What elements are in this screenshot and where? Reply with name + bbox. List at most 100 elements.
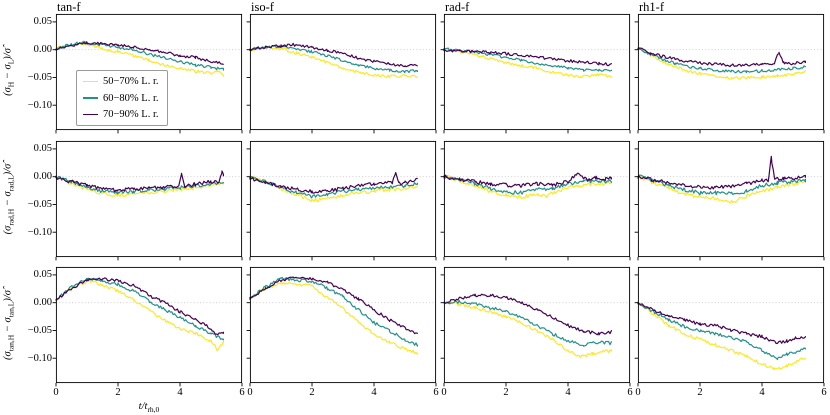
- x-tick-label: 0: [53, 387, 59, 398]
- series-line-70−90% L. r.: [443, 49, 612, 67]
- panel-r1c1: [246, 140, 437, 261]
- series-line-70−90% L. r.: [249, 172, 418, 194]
- panel-r2c2: [440, 266, 631, 387]
- series-line-50−70% L. r.: [55, 175, 224, 197]
- series-line-50−70% L. r.: [443, 174, 612, 200]
- y-tick-label: −0.05: [27, 324, 52, 336]
- legend-line-swatch: [83, 113, 98, 116]
- series-line-70−90% L. r.: [55, 170, 224, 193]
- axis-border: [249, 13, 437, 131]
- axis-border: [443, 13, 631, 131]
- x-tick-label: 4: [759, 387, 765, 398]
- column-title-tan-f: tan-f: [57, 0, 81, 14]
- plot-svg: [246, 140, 437, 261]
- x-tick-label: 6: [627, 387, 633, 398]
- plot-svg: [52, 140, 243, 261]
- axis-border: [637, 266, 825, 384]
- series-line-60−80% L. r.: [55, 175, 224, 195]
- x-tick-label: 4: [177, 387, 183, 398]
- axis-border: [55, 13, 243, 131]
- axis-border: [249, 140, 437, 258]
- y-tick-label: 0.05: [33, 269, 52, 281]
- panel-r0c0: [52, 13, 243, 134]
- series-line-50−70% L. r.: [443, 301, 612, 359]
- series-line-70−90% L. r.: [637, 47, 806, 68]
- y-axis-label-row1: (σrad,H − σrad,L)/σ̂: [2, 163, 16, 235]
- panel-r1c2: [440, 140, 631, 261]
- series-line-50−70% L. r.: [55, 42, 224, 77]
- y-tick-label: 0.00: [33, 171, 52, 183]
- y-tick-label: 0.05: [33, 16, 52, 28]
- panel-r0c1: [246, 13, 437, 134]
- x-tick-label: 2: [503, 387, 509, 398]
- series-line-50−70% L. r.: [637, 47, 806, 80]
- x-tick-label: 2: [697, 387, 703, 398]
- series-line-60−80% L. r.: [443, 47, 612, 72]
- legend-label: 50−70% L. r.: [103, 76, 159, 87]
- y-tick-label: −0.10: [27, 352, 52, 364]
- axis-border: [637, 13, 825, 131]
- plot-svg: [52, 266, 243, 387]
- x-tick-label: 6: [821, 387, 827, 398]
- series-line-60−80% L. r.: [55, 40, 224, 71]
- panel-r1c0: [52, 140, 243, 261]
- axis-border: [55, 266, 243, 384]
- column-title-iso-f: iso-f: [251, 0, 274, 14]
- y-tick-label: 0.00: [33, 297, 52, 309]
- series-line-50−70% L. r.: [443, 47, 612, 79]
- y-tick-label: −0.05: [27, 71, 52, 83]
- axis-border: [443, 140, 631, 258]
- panel-r0c2: [440, 13, 631, 134]
- y-tick-label: −0.10: [27, 99, 52, 111]
- series-line-50−70% L. r.: [637, 302, 806, 370]
- x-tick-label: 2: [309, 387, 315, 398]
- plot-svg: [634, 266, 825, 387]
- legend-label: 60−80% L. r.: [103, 92, 159, 104]
- series-line-70−90% L. r.: [249, 276, 418, 335]
- series-line-70−90% L. r.: [55, 277, 224, 336]
- series-line-60−80% L. r.: [637, 47, 806, 74]
- series-line-70−90% L. r.: [443, 172, 612, 188]
- series-line-60−80% L. r.: [249, 276, 418, 347]
- legend-item: 60−80% L. r.: [83, 92, 159, 105]
- x-axis-label: t/trh,0: [138, 401, 160, 415]
- panel-r2c1: [246, 266, 437, 387]
- series-line-70−90% L. r.: [249, 42, 418, 68]
- series-line-60−80% L. r.: [55, 277, 224, 341]
- y-tick-label: −0.10: [27, 226, 52, 238]
- x-tick-label: 0: [441, 387, 447, 398]
- x-tick-label: 4: [565, 387, 571, 398]
- legend-label: 70−90% L. r.: [103, 109, 159, 120]
- series-line-70−90% L. r.: [637, 155, 806, 190]
- series-line-70−90% L. r.: [55, 41, 224, 65]
- column-title-rad-f: rad-f: [445, 0, 470, 14]
- axis-border: [637, 140, 825, 258]
- plot-svg: [440, 13, 631, 134]
- x-tick-label: 2: [115, 387, 121, 398]
- plot-svg: [634, 13, 825, 134]
- legend-line-swatch: [83, 97, 98, 99]
- x-tick-label: 0: [635, 387, 641, 398]
- legend-item: 70−90% L. r.: [83, 108, 159, 121]
- plot-svg: [440, 266, 631, 387]
- y-tick-label: −0.05: [27, 198, 52, 210]
- x-tick-label: 6: [239, 387, 245, 398]
- axis-border: [443, 266, 631, 384]
- panel-r2c3: [634, 266, 825, 387]
- legend-item: 50−70% L. r.: [83, 75, 159, 88]
- axis-border: [55, 140, 243, 258]
- series-line-60−80% L. r.: [443, 299, 612, 347]
- y-tick-label: 0.05: [33, 143, 52, 155]
- series-line-50−70% L. r.: [637, 176, 806, 204]
- y-axis-label-row0: (σH − σL)/σ̂: [2, 48, 16, 96]
- x-tick-label: 4: [371, 387, 377, 398]
- series-line-60−80% L. r.: [249, 176, 418, 199]
- plot-svg: [52, 13, 243, 134]
- panel-r0c3: [634, 13, 825, 134]
- x-tick-label: 0: [247, 387, 253, 398]
- series-line-50−70% L. r.: [249, 46, 418, 78]
- plot-svg: [634, 140, 825, 261]
- y-tick-label: 0.00: [33, 44, 52, 56]
- series-line-60−80% L. r.: [637, 301, 806, 361]
